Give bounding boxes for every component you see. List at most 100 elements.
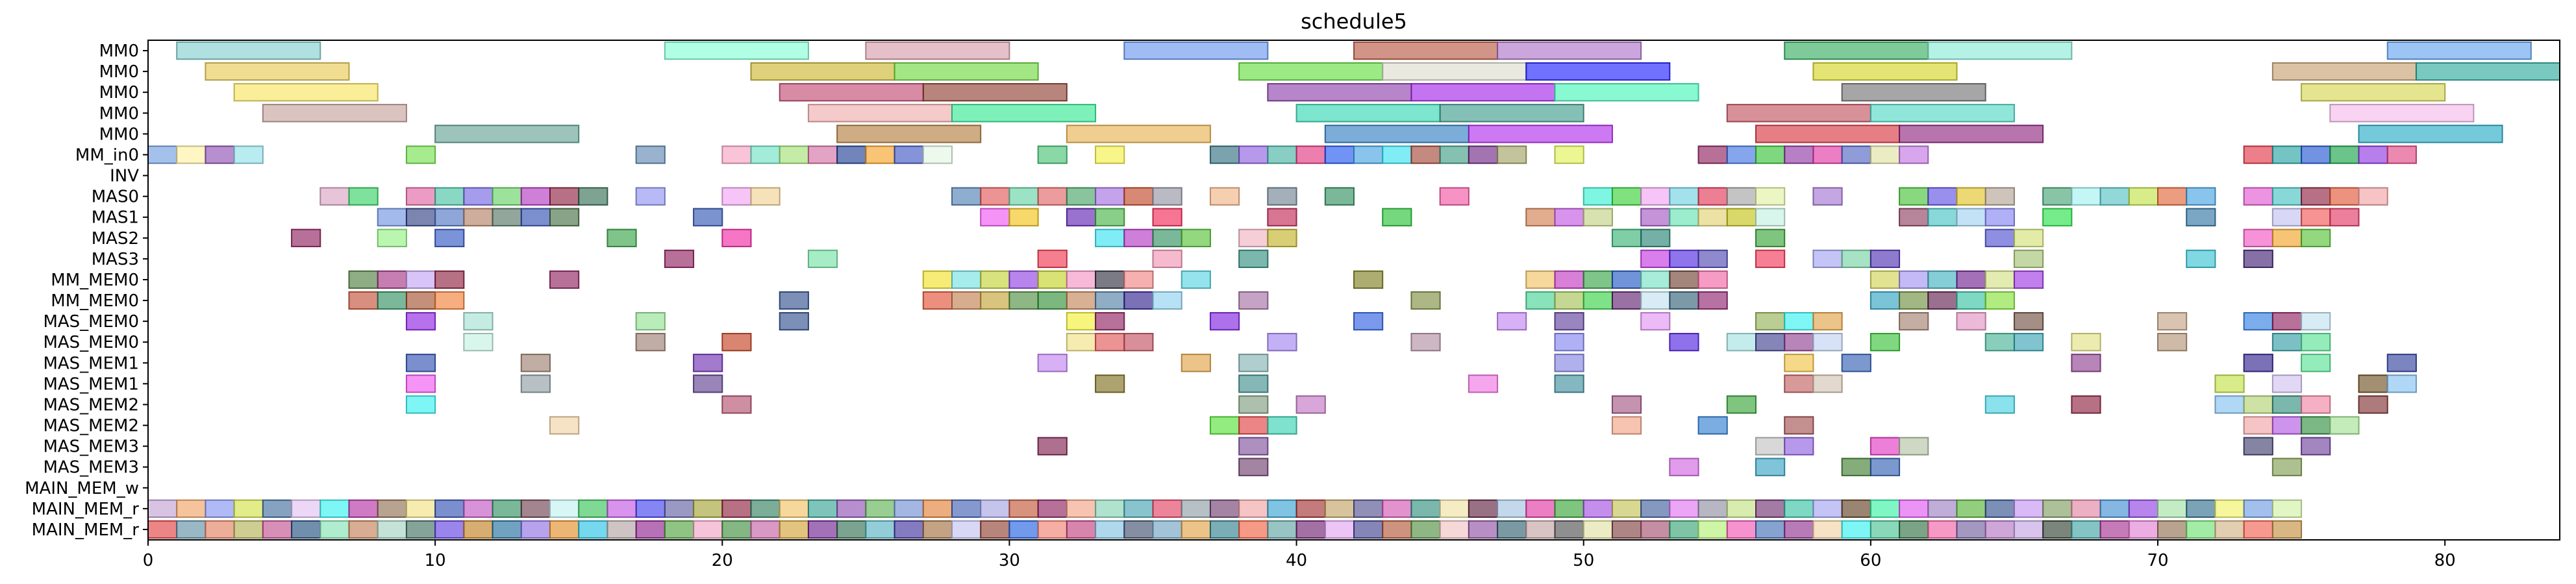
task-bar xyxy=(1152,228,1182,247)
task-bar xyxy=(1123,333,1154,352)
task-bar xyxy=(1295,104,1441,123)
task-bar xyxy=(836,499,867,518)
task-bar xyxy=(1784,520,1814,539)
y-tick-label: MAIN_MEM_r xyxy=(32,500,140,519)
task-bar xyxy=(1640,187,1671,206)
x-tick-label: 0 xyxy=(143,551,154,570)
task-bar xyxy=(2271,416,2303,435)
task-bar xyxy=(1123,228,1154,247)
task-bar xyxy=(1410,291,1441,310)
task-bar xyxy=(2157,520,2188,539)
task-bar xyxy=(1611,395,1642,414)
task-bar xyxy=(1238,437,1269,456)
task-bar xyxy=(1410,145,1441,164)
task-bar xyxy=(1869,249,1901,269)
task-bar xyxy=(1295,499,1326,518)
y-tick-label: MM0 xyxy=(99,125,139,144)
task-bar xyxy=(2271,499,2303,518)
task-bar xyxy=(635,311,666,331)
task-bar xyxy=(2358,395,2388,414)
task-bar xyxy=(377,291,407,310)
task-bar xyxy=(1181,270,1211,289)
task-bar xyxy=(1956,520,1986,539)
task-bar xyxy=(463,208,494,226)
task-bar xyxy=(348,187,379,206)
task-bar xyxy=(1152,520,1182,539)
task-bar xyxy=(1611,416,1642,435)
task-bar xyxy=(635,499,666,518)
task-bar xyxy=(1382,520,1412,539)
task-bar xyxy=(1869,333,1901,352)
task-bar xyxy=(205,62,350,81)
y-tick-label: MM_MEM0 xyxy=(51,271,139,290)
task-bar xyxy=(2013,499,2044,518)
task-bar xyxy=(319,520,350,539)
task-bar xyxy=(405,374,436,393)
task-bar xyxy=(1238,145,1269,164)
task-bar xyxy=(2071,520,2101,539)
task-bar xyxy=(922,520,953,539)
task-bar xyxy=(1037,291,1068,310)
task-bar xyxy=(1209,145,1240,164)
task-bar xyxy=(1869,499,1901,518)
task-bar xyxy=(463,520,494,539)
task-bar xyxy=(2358,187,2388,206)
task-bar xyxy=(1123,270,1154,289)
task-bar xyxy=(951,187,982,206)
task-bar xyxy=(1554,499,1584,518)
task-bar xyxy=(2214,520,2245,539)
task-bar xyxy=(377,208,407,226)
task-bar xyxy=(951,291,982,310)
task-bar xyxy=(1554,291,1584,310)
task-bar xyxy=(1037,354,1068,372)
task-bar xyxy=(750,62,895,81)
task-bar xyxy=(1611,187,1642,206)
task-bar xyxy=(1008,270,1039,289)
task-bar xyxy=(1554,270,1584,289)
task-bar xyxy=(1267,145,1297,164)
task-bar xyxy=(1095,311,1125,331)
task-bar xyxy=(1410,83,1556,102)
task-bar xyxy=(434,520,465,539)
task-bar xyxy=(1812,62,1958,81)
y-tick-label: MAS0 xyxy=(92,188,139,207)
task-bar xyxy=(980,208,1010,226)
task-bar xyxy=(2243,311,2273,331)
task-bar xyxy=(1669,457,1699,476)
task-bar xyxy=(1123,520,1154,539)
task-bar xyxy=(980,520,1010,539)
task-bar xyxy=(2271,228,2303,247)
task-bar xyxy=(1812,520,1843,539)
task-bar xyxy=(865,145,895,164)
task-bar xyxy=(1181,520,1211,539)
task-bar xyxy=(1899,208,1929,226)
task-bar xyxy=(463,333,494,352)
task-bar xyxy=(2301,83,2446,102)
task-bar xyxy=(1726,208,1757,226)
task-bar xyxy=(1755,499,1786,518)
task-bar xyxy=(1669,249,1699,269)
y-tick-label: MAS_MEM3 xyxy=(43,437,139,457)
task-bar xyxy=(1755,249,1786,269)
task-bar xyxy=(1755,125,1901,143)
task-bar xyxy=(377,499,407,518)
x-tick-label: 70 xyxy=(2147,551,2168,570)
task-bar xyxy=(176,41,321,60)
task-bar xyxy=(1382,62,1527,81)
task-bar xyxy=(1984,520,2015,539)
task-bar xyxy=(693,354,723,372)
task-bar xyxy=(1554,520,1584,539)
task-bar xyxy=(1697,270,1728,289)
task-bar xyxy=(664,41,809,60)
task-bar xyxy=(1353,499,1384,518)
task-bar xyxy=(1037,270,1068,289)
task-bar xyxy=(2358,145,2388,164)
task-bar xyxy=(693,499,723,518)
task-bar xyxy=(2243,395,2273,414)
task-bar xyxy=(693,374,723,393)
task-bar xyxy=(2157,311,2188,331)
task-bar xyxy=(1123,41,1269,60)
task-bar xyxy=(1582,187,1613,206)
task-bar xyxy=(1869,145,1901,164)
task-bar xyxy=(291,499,321,518)
